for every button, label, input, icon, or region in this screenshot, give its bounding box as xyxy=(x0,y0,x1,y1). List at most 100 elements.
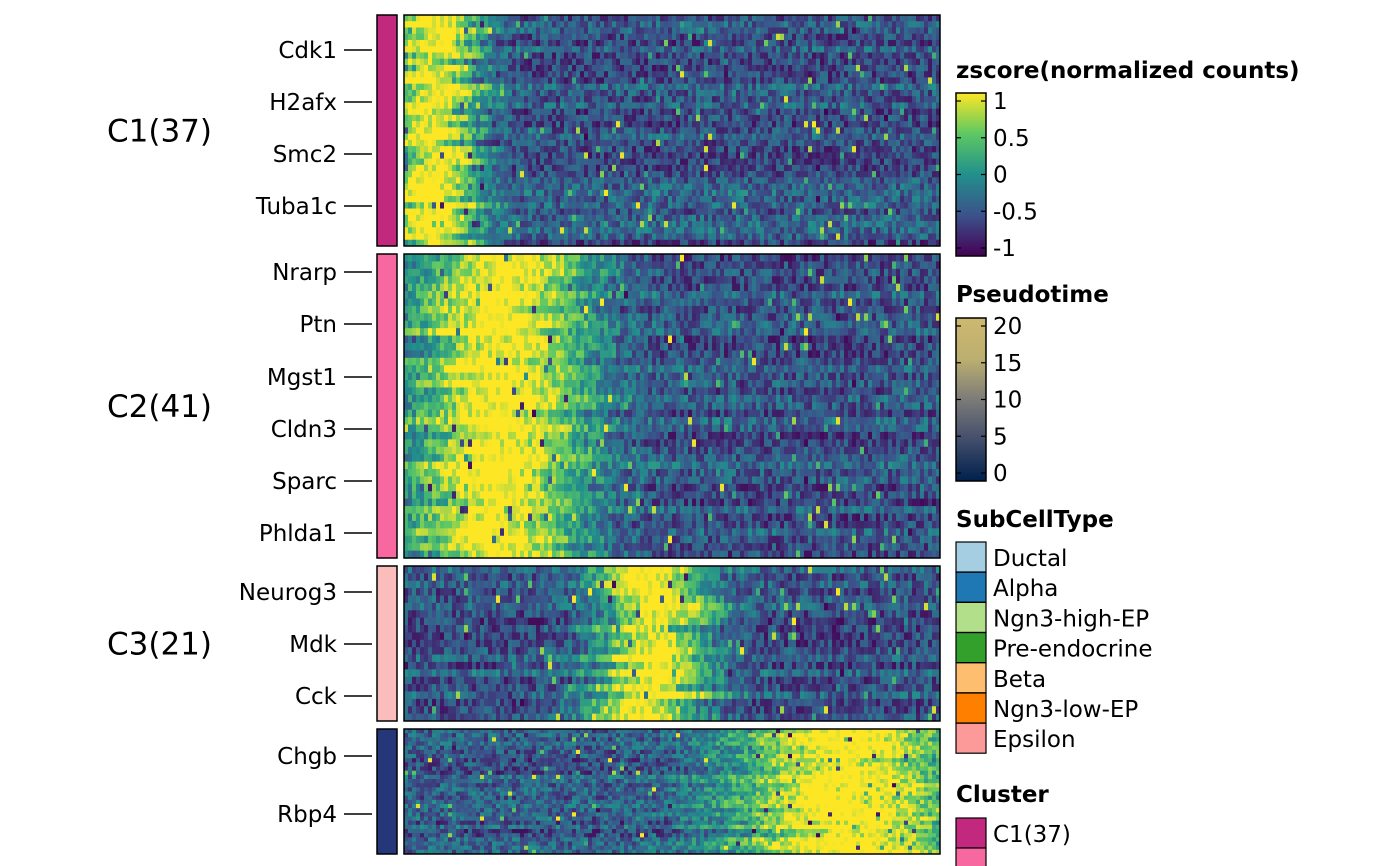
heatmap-cell xyxy=(460,115,464,122)
heatmap-cell xyxy=(804,71,808,78)
heatmap-cell xyxy=(920,21,924,28)
heatmap-cell xyxy=(696,102,700,109)
heatmap-cell xyxy=(844,21,848,28)
heatmap-cell xyxy=(756,115,760,122)
heatmap-cell xyxy=(672,84,676,91)
heatmap-cell xyxy=(624,102,628,109)
heatmap-cell xyxy=(692,59,696,66)
heatmap-cell xyxy=(496,40,500,47)
heatmap-cell xyxy=(804,127,808,134)
heatmap-cell xyxy=(876,46,880,53)
heatmap-cell xyxy=(572,46,576,53)
heatmap-cell xyxy=(812,127,816,134)
heatmap-cell xyxy=(820,77,824,84)
heatmap-cell xyxy=(536,109,540,116)
heatmap-cell xyxy=(620,84,624,91)
heatmap-cell xyxy=(840,46,844,53)
heatmap-cell xyxy=(832,121,836,128)
heatmap-cell xyxy=(464,109,468,116)
heatmap-cell xyxy=(792,121,796,128)
heatmap-cell xyxy=(660,77,664,84)
heatmap-cell xyxy=(728,15,732,22)
heatmap-cell xyxy=(812,65,816,72)
heatmap-cell xyxy=(840,59,844,66)
heatmap-cell xyxy=(424,52,428,59)
heatmap-cell xyxy=(868,84,872,91)
heatmap-cell xyxy=(412,21,416,28)
heatmap-cell xyxy=(820,34,824,41)
heatmap-cell xyxy=(652,121,656,128)
heatmap-cell xyxy=(904,52,908,59)
heatmap-cell xyxy=(596,52,600,59)
heatmap-cell xyxy=(924,127,928,134)
heatmap-cell xyxy=(572,127,576,134)
heatmap-cell xyxy=(556,84,560,91)
heatmap-cell xyxy=(772,121,776,128)
heatmap-cell xyxy=(880,65,884,72)
heatmap-cell xyxy=(584,15,588,22)
heatmap-cell xyxy=(592,27,596,34)
heatmap-cell xyxy=(628,109,632,116)
heatmap-cell xyxy=(584,21,588,28)
heatmap-cell xyxy=(424,59,428,66)
heatmap-cell xyxy=(616,65,620,72)
heatmap-cell xyxy=(884,34,888,41)
heatmap-cell xyxy=(728,109,732,116)
heatmap-cell xyxy=(612,77,616,84)
heatmap-cell xyxy=(564,46,568,53)
heatmap-cell xyxy=(408,52,412,59)
heatmap-cell xyxy=(860,109,864,116)
heatmap-cell xyxy=(764,34,768,41)
heatmap-cell xyxy=(580,27,584,34)
heatmap-cell xyxy=(412,59,416,66)
heatmap-cell xyxy=(888,27,892,34)
heatmap-cell xyxy=(788,40,792,47)
heatmap-cell xyxy=(584,65,588,72)
heatmap-cell xyxy=(904,65,908,72)
heatmap-cell xyxy=(844,127,848,134)
heatmap-cell xyxy=(436,71,440,78)
heatmap-cell xyxy=(452,77,456,84)
heatmap-cell xyxy=(620,21,624,28)
heatmap-cell xyxy=(800,109,804,116)
heatmap-cell xyxy=(584,102,588,109)
heatmap-cell xyxy=(552,34,556,41)
heatmap-cell xyxy=(660,121,664,128)
heatmap-cell xyxy=(836,40,840,47)
heatmap-cell xyxy=(720,46,724,53)
heatmap-cell xyxy=(620,15,624,22)
heatmap-cell xyxy=(528,77,532,84)
heatmap-cell xyxy=(784,46,788,53)
heatmap-cell xyxy=(524,109,528,116)
heatmap-cell xyxy=(632,115,636,122)
heatmap-cell xyxy=(636,59,640,66)
heatmap-cell xyxy=(452,71,456,78)
heatmap-cell xyxy=(632,21,636,28)
heatmap-cell xyxy=(740,115,744,122)
heatmap-cell xyxy=(840,65,844,72)
heatmap-cell xyxy=(812,46,816,53)
heatmap-cell xyxy=(732,84,736,91)
heatmap-cell xyxy=(888,127,892,134)
heatmap-cell xyxy=(692,15,696,22)
heatmap-cell xyxy=(412,96,416,103)
heatmap-cell xyxy=(628,90,632,97)
heatmap-cell xyxy=(512,34,516,41)
heatmap-cell xyxy=(876,109,880,116)
heatmap-cell xyxy=(740,77,744,84)
heatmap-cell xyxy=(856,15,860,22)
heatmap-cell xyxy=(904,115,908,122)
heatmap-cell xyxy=(728,127,732,134)
heatmap-cell xyxy=(492,46,496,53)
heatmap-cell xyxy=(584,71,588,78)
heatmap-cell xyxy=(696,46,700,53)
heatmap-cell xyxy=(480,40,484,47)
heatmap-cell xyxy=(540,59,544,66)
heatmap-cell xyxy=(572,121,576,128)
heatmap-cell xyxy=(908,52,912,59)
heatmap-cell xyxy=(448,27,452,34)
heatmap-cell xyxy=(880,115,884,122)
heatmap-cell xyxy=(572,109,576,116)
heatmap-cell xyxy=(556,21,560,28)
heatmap-cell xyxy=(816,121,820,128)
